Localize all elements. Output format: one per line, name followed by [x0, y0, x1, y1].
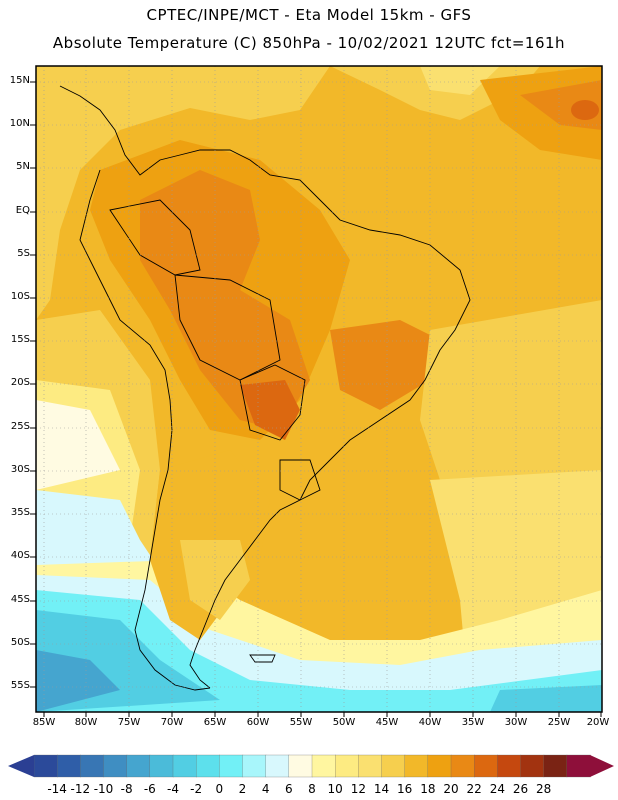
colorbar-segment — [497, 754, 522, 778]
colorbar-segment — [33, 754, 58, 778]
colorbar — [8, 754, 614, 778]
bolivia-border — [174, 274, 281, 381]
colorbar-segment — [520, 754, 545, 778]
colorbar-segment — [335, 754, 359, 778]
temperature-band-24-chaco — [240, 380, 300, 440]
coastline-west — [79, 169, 211, 691]
temperature-band-22-brazil — [330, 320, 440, 410]
colorbar-segment — [172, 754, 197, 778]
colorbar-segment — [242, 754, 267, 778]
colorbar-high-arrow — [590, 755, 614, 777]
temperature-field — [36, 66, 602, 712]
colorbar-segment — [450, 754, 475, 778]
falklands-outline — [249, 654, 276, 663]
coastline-east — [59, 85, 471, 689]
temperature-band-8-pacific — [36, 400, 120, 490]
chart-title-line-1: CPTEC/INPE/MCT - Eta Model 15km - GFS — [146, 6, 472, 24]
colorbar-segment — [80, 754, 105, 778]
colorbar-segment — [427, 754, 452, 778]
colorbar-segment — [219, 754, 244, 778]
temperature-band-24-atlantic — [571, 100, 599, 120]
uruguay-border — [279, 459, 321, 501]
colorbar-segment — [126, 754, 151, 778]
colorbar-segment — [57, 754, 81, 778]
colorbar-segment — [381, 754, 406, 778]
temperature-band-minus4-deep-south — [36, 650, 120, 712]
temperature-band-16 — [36, 66, 330, 320]
temperature-band-16-patagonia — [180, 540, 250, 620]
colorbar-segment — [103, 754, 128, 778]
colorbar-low-arrow — [8, 755, 34, 777]
colorbar-segment — [474, 754, 498, 778]
colorbar-segment — [311, 754, 336, 778]
colorbar-segment — [265, 754, 290, 778]
colorbar-segment — [404, 754, 429, 778]
temperature-band-0-south-atlantic — [490, 685, 602, 712]
chart-title-line-2: Absolute Temperature (C) 850hPa - 10/02/… — [52, 34, 566, 52]
colorbar-segment — [196, 754, 220, 778]
temperature-band-14-north — [420, 66, 500, 95]
colorbar-segment — [288, 754, 313, 778]
axis-ticks — [30, 81, 602, 717]
map-frame — [35, 65, 603, 713]
temperature-band-6-south — [36, 490, 160, 575]
colorbar-segment — [566, 754, 591, 778]
colorbar-segment — [358, 754, 383, 778]
colorbar-segment — [543, 754, 568, 778]
paraguay-border — [239, 364, 306, 441]
colorbar-segment — [149, 754, 174, 778]
temperature-band-22-continent — [140, 170, 310, 430]
